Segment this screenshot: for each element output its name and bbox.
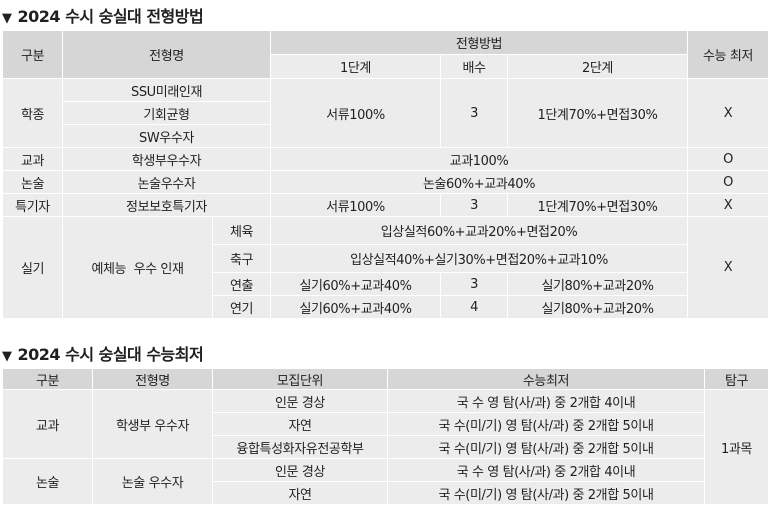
row-category-nonsul: 논술 (2, 458, 93, 505)
track-name: 논술 우수자 (92, 458, 213, 505)
stage1-value: 실기60%+교과40% (270, 272, 441, 296)
stage2-value: 실기80%+교과20% (507, 272, 688, 296)
track-name: SW우수자 (62, 124, 271, 148)
track-name: 기회균형 (62, 101, 271, 125)
csat-value: O (687, 170, 769, 194)
sub-track-name: 축구 (212, 244, 271, 273)
stage2-value: 실기80%+교과20% (507, 295, 688, 319)
row-category-gyogwa: 교과 (2, 389, 93, 459)
unit-value: 융합특성화자유전공학부 (212, 435, 388, 459)
sub-track-name: 체육 (212, 216, 271, 245)
unit-value: 자연 (212, 481, 388, 505)
header-track: 전형명 (92, 368, 213, 390)
header-unit: 모집단위 (212, 368, 388, 390)
track-name: 예체능 우수 인재 (62, 216, 213, 319)
section-title-admission-methods: ▼ 2024 수시 숭실대 전형방법 (2, 3, 204, 27)
section-title-text: 2024 수시 숭실대 수능최저 (17, 345, 204, 364)
sub-track-name: 연기 (212, 295, 271, 319)
requirement-value: 국 수(미/기) 영 탐(사/과) 중 2개합 5이내 (387, 481, 705, 505)
inquiry-value: 1과목 (704, 389, 769, 505)
method-value: 교과100% (270, 147, 688, 171)
row-category-silgi: 실기 (2, 216, 63, 319)
method-value: 입상실적40%+실기30%+면접20%+교과10% (270, 244, 688, 273)
header-method: 전형방법 (270, 30, 688, 55)
csat-minimum-table: 구분 전형명 모집단위 수능최저 탐구 교과 학생부 우수자 인문 경상 국 수… (2, 368, 769, 505)
row-category-hakjong: 학종 (2, 78, 63, 148)
stage1-value: 서류100% (270, 78, 441, 148)
unit-value: 인문 경상 (212, 458, 388, 482)
multiplier-value: 3 (440, 193, 508, 217)
csat-value: X (687, 193, 769, 217)
triangle-marker-icon: ▼ (2, 11, 12, 26)
method-value: 논술60%+교과40% (270, 170, 688, 194)
row-category-nonsul: 논술 (2, 170, 63, 194)
stage1-value: 실기60%+교과40% (270, 295, 441, 319)
row-category-teukgi: 특기자 (2, 193, 63, 217)
requirement-value: 국 수(미/기) 영 탐(사/과) 중 2개합 5이내 (387, 412, 705, 436)
header-csat-min: 수능최저 (387, 368, 705, 390)
header-stage1: 1단계 (270, 54, 441, 79)
track-name: SSU미래인재 (62, 78, 271, 102)
csat-value: X (687, 78, 769, 148)
unit-value: 인문 경상 (212, 389, 388, 413)
triangle-marker-icon: ▼ (2, 349, 12, 364)
requirement-value: 국 수(미/기) 영 탐(사/과) 중 2개합 5이내 (387, 435, 705, 459)
multiplier-value: 4 (440, 295, 508, 319)
multiplier-value: 3 (440, 272, 508, 296)
header-inquiry: 탐구 (704, 368, 769, 390)
track-name: 학생부우수자 (62, 147, 271, 171)
stage1-value: 서류100% (270, 193, 441, 217)
row-category-gyogwa: 교과 (2, 147, 63, 171)
header-multiplier: 배수 (440, 54, 508, 79)
stage2-value: 1단계70%+면접30% (507, 78, 688, 148)
requirement-value: 국 수 영 탐(사/과) 중 2개합 4이내 (387, 389, 705, 413)
section-title-text: 2024 수시 숭실대 전형방법 (17, 7, 204, 26)
track-name: 논술우수자 (62, 170, 271, 194)
header-csat-min: 수능 최저 (687, 30, 769, 79)
requirement-value: 국 수 영 탐(사/과) 중 2개합 4이내 (387, 458, 705, 482)
csat-value: O (687, 147, 769, 171)
sub-track-name: 연출 (212, 272, 271, 296)
track-name: 학생부 우수자 (92, 389, 213, 459)
csat-value: X (687, 216, 769, 319)
section-title-csat-minimum: ▼ 2024 수시 숭실대 수능최저 (2, 341, 204, 365)
stage2-value: 1단계70%+면접30% (507, 193, 688, 217)
header-track: 전형명 (62, 30, 271, 79)
track-name: 정보보호특기자 (62, 193, 271, 217)
unit-value: 자연 (212, 412, 388, 436)
admission-methods-table: 구분 전형명 전형방법 수능 최저 1단계 배수 2단계 학종 SSU미래인재 … (2, 30, 769, 319)
header-stage2: 2단계 (507, 54, 688, 79)
header-category: 구분 (2, 368, 93, 390)
multiplier-value: 3 (440, 78, 508, 148)
header-category: 구분 (2, 30, 63, 79)
method-value: 입상실적60%+교과20%+면접20% (270, 216, 688, 245)
